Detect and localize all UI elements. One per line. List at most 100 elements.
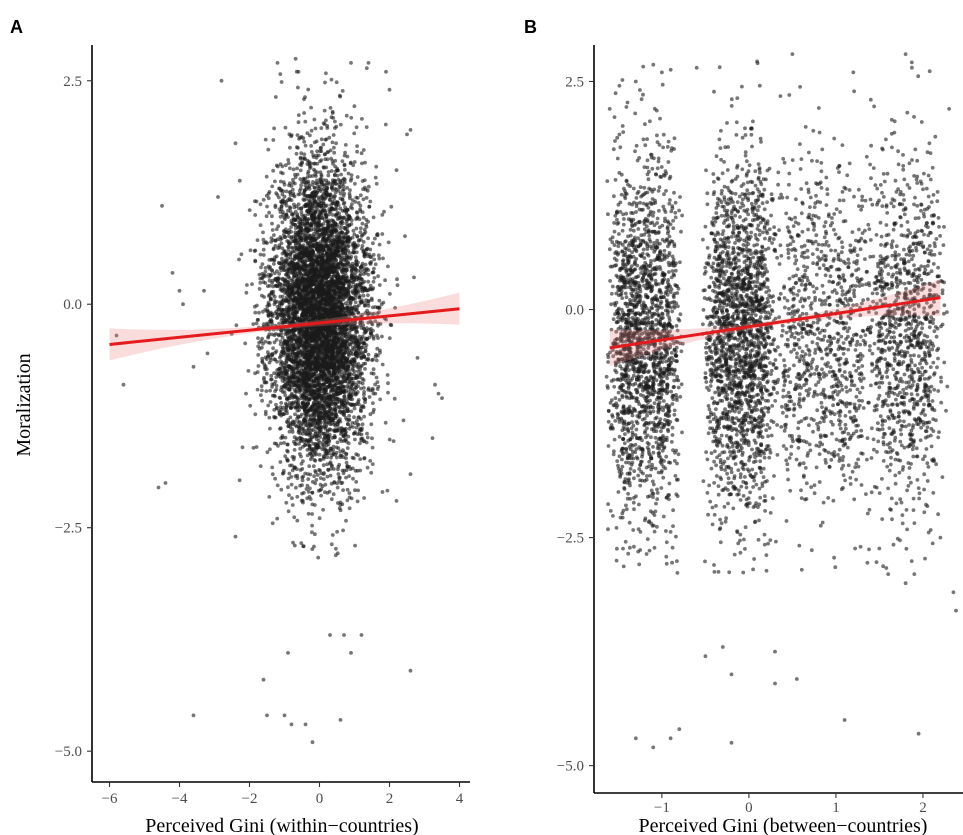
data-point xyxy=(274,387,279,392)
data-point xyxy=(289,221,294,225)
data-point xyxy=(256,364,261,368)
data-point xyxy=(380,334,384,339)
data-point xyxy=(346,422,350,426)
data-point xyxy=(299,461,304,466)
data-point xyxy=(256,336,260,340)
data-point xyxy=(342,162,347,167)
data-point xyxy=(355,499,360,504)
data-point xyxy=(267,495,272,499)
data-point xyxy=(340,197,345,202)
data-point xyxy=(371,328,375,333)
data-point xyxy=(374,164,379,169)
data-point xyxy=(294,204,299,209)
data-point xyxy=(374,352,378,357)
data-point xyxy=(330,533,335,537)
data-point xyxy=(353,283,358,288)
data-point xyxy=(322,108,327,113)
data-point xyxy=(301,444,305,449)
data-point xyxy=(366,272,371,277)
data-point xyxy=(237,478,242,483)
data-point xyxy=(377,242,382,247)
data-point xyxy=(368,459,373,463)
data-point xyxy=(336,472,341,476)
data-point xyxy=(263,367,268,372)
data-point xyxy=(392,396,397,401)
data-point xyxy=(273,205,278,210)
data-point xyxy=(385,373,390,377)
data-point xyxy=(272,233,276,238)
data-point xyxy=(381,256,385,261)
data-point xyxy=(343,301,348,305)
data-point xyxy=(312,474,316,478)
data-point xyxy=(353,300,358,305)
data-point xyxy=(277,272,281,276)
data-point xyxy=(354,125,359,130)
data-point xyxy=(271,346,275,351)
data-point xyxy=(286,158,291,162)
data-point xyxy=(395,283,400,288)
data-point xyxy=(302,139,307,144)
data-point xyxy=(373,319,378,323)
data-point xyxy=(253,412,258,417)
data-point xyxy=(332,179,337,184)
data-point xyxy=(294,151,299,156)
data-point xyxy=(270,184,275,189)
data-point xyxy=(257,346,262,351)
data-point xyxy=(272,126,276,131)
data-point xyxy=(353,437,357,442)
data-point xyxy=(267,415,272,420)
data-point xyxy=(254,199,259,204)
data-point xyxy=(272,371,276,376)
data-point xyxy=(259,384,264,389)
data-point xyxy=(358,457,363,461)
data-point xyxy=(371,253,376,257)
data-point xyxy=(286,245,291,250)
panel-a-letter: A xyxy=(10,17,23,37)
data-point xyxy=(296,120,301,125)
data-point xyxy=(261,247,266,252)
data-point xyxy=(287,471,292,476)
data-point xyxy=(295,494,300,499)
data-point xyxy=(296,113,301,117)
data-point xyxy=(327,489,332,494)
data-point xyxy=(370,462,375,466)
data-point xyxy=(357,238,362,242)
data-point xyxy=(274,227,279,232)
data-point xyxy=(290,187,295,192)
data-point xyxy=(286,161,291,166)
data-point xyxy=(248,403,253,408)
data-point xyxy=(391,439,396,443)
data-point xyxy=(315,473,320,477)
data-point xyxy=(308,414,313,419)
data-point xyxy=(264,174,269,179)
data-point xyxy=(374,358,379,363)
data-point xyxy=(309,428,314,433)
data-point xyxy=(285,442,290,447)
data-point xyxy=(290,503,295,507)
data-point xyxy=(278,294,283,299)
data-point xyxy=(283,401,288,406)
data-point xyxy=(321,477,326,481)
data-point xyxy=(376,253,381,258)
data-point xyxy=(274,402,278,407)
data-point xyxy=(291,167,296,172)
data-point xyxy=(254,445,259,449)
data-point xyxy=(266,264,271,269)
data-point xyxy=(292,466,297,471)
data-point xyxy=(365,435,370,440)
data-point xyxy=(273,95,278,99)
data-point xyxy=(365,431,369,436)
data-point xyxy=(353,271,358,276)
data-point xyxy=(354,195,359,200)
data-point xyxy=(330,213,335,217)
data-point xyxy=(305,483,310,488)
data-point xyxy=(386,240,391,245)
data-point xyxy=(296,192,301,197)
data-point xyxy=(312,117,317,122)
data-point xyxy=(301,544,306,549)
data-point xyxy=(265,350,270,355)
data-point xyxy=(380,232,385,236)
data-point xyxy=(284,189,289,194)
data-point xyxy=(286,424,291,429)
data-point xyxy=(354,308,358,312)
